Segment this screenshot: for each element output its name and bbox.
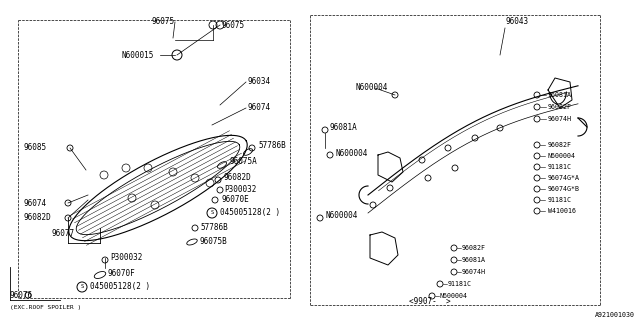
Text: N600004: N600004	[548, 153, 576, 159]
Text: 96081A: 96081A	[330, 124, 358, 132]
Text: 96070E: 96070E	[222, 196, 250, 204]
Text: S: S	[211, 211, 214, 215]
Text: A921001030: A921001030	[595, 312, 635, 318]
Text: (EXC.ROOF SPOILER ): (EXC.ROOF SPOILER )	[10, 306, 81, 310]
Text: N600004: N600004	[355, 84, 387, 92]
Text: N600015: N600015	[122, 51, 154, 60]
Text: 96081A: 96081A	[548, 92, 572, 98]
Text: 96082D: 96082D	[224, 173, 252, 182]
Text: N600004: N600004	[325, 212, 357, 220]
Text: 96074G*A: 96074G*A	[548, 175, 580, 181]
Text: P300032: P300032	[224, 186, 257, 195]
Text: N600004: N600004	[335, 148, 367, 157]
Text: 91181C: 91181C	[548, 197, 572, 203]
Text: 96074: 96074	[24, 198, 47, 207]
Text: S: S	[81, 284, 84, 290]
Text: 96085: 96085	[24, 143, 47, 153]
Text: 96043: 96043	[505, 18, 528, 27]
Text: N600004: N600004	[440, 293, 468, 299]
Text: 96070F: 96070F	[108, 268, 136, 277]
Text: 96074H: 96074H	[548, 116, 572, 122]
Text: <9907-  >: <9907- >	[409, 298, 451, 307]
Text: 045005128(2 ): 045005128(2 )	[90, 283, 150, 292]
Text: 96082D: 96082D	[24, 213, 52, 222]
Text: 91181C: 91181C	[448, 281, 472, 287]
Text: 96082F: 96082F	[462, 245, 486, 251]
Text: 96077: 96077	[52, 228, 75, 237]
Text: 96082F: 96082F	[548, 142, 572, 148]
Text: 57786B: 57786B	[258, 140, 285, 149]
Text: 57786B: 57786B	[200, 223, 228, 233]
Text: 96074: 96074	[248, 103, 271, 113]
Text: 96082F: 96082F	[548, 104, 572, 110]
Text: 045005128(2 ): 045005128(2 )	[220, 209, 280, 218]
Text: 91181C: 91181C	[548, 164, 572, 170]
Text: 96075B: 96075B	[200, 237, 228, 246]
Text: P300032: P300032	[110, 253, 142, 262]
Text: 96075: 96075	[152, 18, 175, 27]
Text: 96034: 96034	[248, 77, 271, 86]
Text: 96076: 96076	[10, 291, 33, 300]
Text: 96075: 96075	[222, 20, 245, 29]
Text: 96074G*B: 96074G*B	[548, 186, 580, 192]
Text: W410016: W410016	[548, 208, 576, 214]
Text: 96075A: 96075A	[230, 157, 258, 166]
Text: 96081A: 96081A	[462, 257, 486, 263]
Text: 96074H: 96074H	[462, 269, 486, 275]
